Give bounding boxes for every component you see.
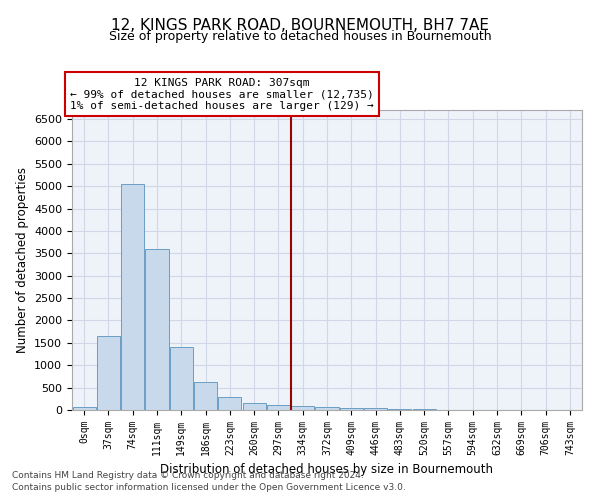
- Text: Contains public sector information licensed under the Open Government Licence v3: Contains public sector information licen…: [12, 483, 406, 492]
- Bar: [97, 336, 120, 410]
- Text: Contains HM Land Registry data © Crown copyright and database right 2024.: Contains HM Land Registry data © Crown c…: [12, 470, 364, 480]
- Bar: [242, 403, 266, 410]
- Bar: [194, 382, 217, 410]
- Bar: [267, 405, 290, 410]
- Text: 12 KINGS PARK ROAD: 307sqm
← 99% of detached houses are smaller (12,735)
1% of s: 12 KINGS PARK ROAD: 307sqm ← 99% of deta…: [70, 78, 374, 110]
- Bar: [170, 348, 193, 410]
- Bar: [73, 406, 95, 410]
- Text: 12, KINGS PARK ROAD, BOURNEMOUTH, BH7 7AE: 12, KINGS PARK ROAD, BOURNEMOUTH, BH7 7A…: [111, 18, 489, 32]
- Bar: [121, 184, 144, 410]
- Bar: [316, 407, 338, 410]
- Bar: [340, 408, 363, 410]
- Bar: [388, 409, 412, 410]
- Y-axis label: Number of detached properties: Number of detached properties: [16, 167, 29, 353]
- Bar: [291, 406, 314, 410]
- Bar: [218, 397, 241, 410]
- Text: Size of property relative to detached houses in Bournemouth: Size of property relative to detached ho…: [109, 30, 491, 43]
- Bar: [145, 249, 169, 410]
- Bar: [364, 408, 387, 410]
- X-axis label: Distribution of detached houses by size in Bournemouth: Distribution of detached houses by size …: [161, 464, 493, 476]
